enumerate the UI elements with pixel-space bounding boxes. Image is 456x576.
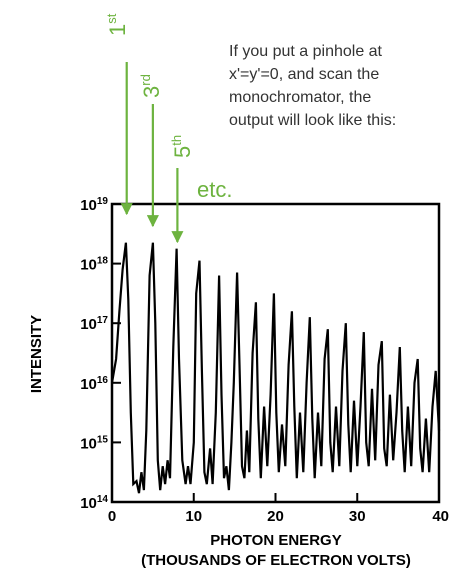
annotation-etc: etc. xyxy=(197,177,232,202)
y-tick-label-1: 1018 xyxy=(80,256,108,274)
y-axis-title: INTENSITY xyxy=(28,315,45,393)
x-tick-label-3: 30 xyxy=(349,508,366,525)
y-tick-label-3: 1016 xyxy=(80,375,108,393)
y-tick-label-4: 1015 xyxy=(80,434,108,452)
x-tick-label-0: 0 xyxy=(108,508,116,525)
caption-line-3: monochromator, the xyxy=(229,89,372,106)
x-axis-title-line-2: (THOUSANDS OF ELECTRON VOLTS) xyxy=(141,552,411,569)
label-harmonic-3: 3rd xyxy=(138,74,164,98)
caption-line-1: If you put a pinhole at xyxy=(229,43,382,60)
y-axis: 1019 1018 1017 1016 1015 1014 xyxy=(80,196,121,512)
x-axis: 0 10 20 30 40 xyxy=(108,493,449,525)
x-axis-title-line-1: PHOTON ENERGY xyxy=(210,532,341,549)
series-line-intensity xyxy=(110,242,441,494)
caption: If you put a pinhole at x'=y'=0, and sca… xyxy=(229,40,456,132)
label-harmonic-1: 1st xyxy=(104,13,130,36)
y-tick-label-0: 1019 xyxy=(80,196,108,214)
x-tick-label-1: 10 xyxy=(185,508,202,525)
x-tick-label-2: 20 xyxy=(267,508,284,525)
x-tick-label-4: 40 xyxy=(432,508,449,525)
y-tick-label-2: 1017 xyxy=(80,315,108,333)
caption-line-4: output will look like this: xyxy=(229,112,397,129)
caption-line-2: x'=y'=0, and scan the xyxy=(229,66,380,83)
y-tick-label-5: 1014 xyxy=(80,494,108,512)
label-harmonic-5: 5th xyxy=(169,135,195,158)
